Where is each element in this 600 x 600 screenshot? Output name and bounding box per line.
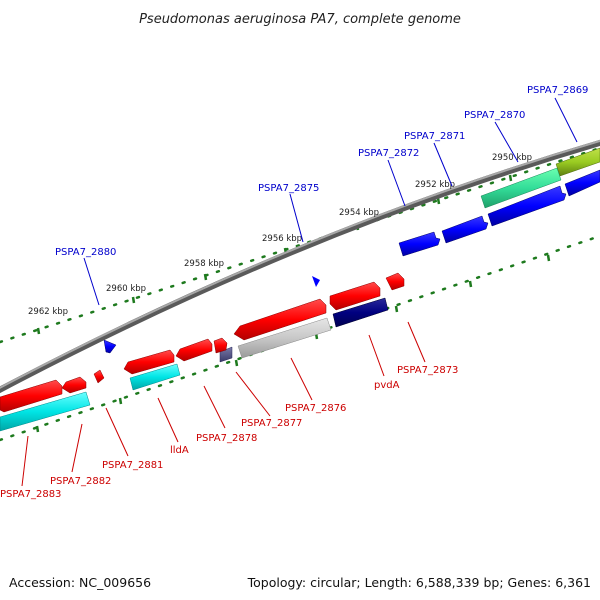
scale-labels: 2950 kbp 2952 kbp 2954 kbp 2956 kbp 2958… xyxy=(28,153,532,317)
scale-label-2956: 2956 kbp xyxy=(262,234,302,244)
gene-PSPA7_2875[interactable] xyxy=(312,276,320,287)
label-PSPA7_2882[interactable]: PSPA7_2882 xyxy=(50,476,111,487)
gene-PSPA7_2879[interactable] xyxy=(175,338,213,362)
genome-backbone-highlight xyxy=(0,139,600,389)
label-PSPA7_2878[interactable]: PSPA7_2878 xyxy=(196,433,257,444)
scale-label-2962: 2962 kbp xyxy=(28,307,68,317)
gene-PSPA7_2874[interactable] xyxy=(398,231,441,257)
label-PSPA7_2881[interactable]: PSPA7_2881 xyxy=(102,460,163,471)
label-PSPA7_2871[interactable]: PSPA7_2871 xyxy=(404,131,465,142)
gene-PSPA7_2883[interactable] xyxy=(0,391,91,432)
gene-PSPA7_2882-red[interactable] xyxy=(61,376,87,394)
gene-PSPA7_2872[interactable] xyxy=(441,215,489,244)
label-PSPA7_2877[interactable]: PSPA7_2877 xyxy=(241,418,302,429)
genome-summary-text: Topology: circular; Length: 6,588,339 bp… xyxy=(247,575,591,590)
scale-track-bottom xyxy=(0,234,600,442)
accession-text: Accession: NC_009656 xyxy=(9,575,151,590)
scale-label-2958: 2958 kbp xyxy=(184,259,224,269)
label-PSPA7_2875[interactable]: PSPA7_2875 xyxy=(258,183,319,194)
label-PSPA7_2873[interactable]: PSPA7_2873 xyxy=(397,365,458,376)
gene-PSPA7_2873[interactable] xyxy=(385,272,405,291)
gene-PSPA7_2876[interactable] xyxy=(237,317,332,359)
label-PSPA7_2880[interactable]: PSPA7_2880 xyxy=(55,247,116,258)
gene-PSPA7_2869[interactable] xyxy=(555,147,600,177)
label-PSPA7_2872[interactable]: PSPA7_2872 xyxy=(358,148,419,159)
gene-PSPA7_2871[interactable] xyxy=(487,185,567,227)
gene-pvdA-upstream[interactable] xyxy=(329,281,381,311)
label-PSPA7_2876[interactable]: PSPA7_2876 xyxy=(285,403,346,414)
top-strand-features xyxy=(103,147,600,354)
scale-label-2952: 2952 kbp xyxy=(415,180,455,190)
label-PSPA7_2883[interactable]: PSPA7_2883 xyxy=(0,489,61,500)
gene-PSPA7_2881[interactable] xyxy=(93,369,105,384)
scale-label-2950: 2950 kbp xyxy=(492,153,532,163)
bottom-gene-labels: PSPA7_2873 pvdA PSPA7_2876 PSPA7_2877 PS… xyxy=(0,365,458,500)
gene-PSPA7_2876-red[interactable] xyxy=(233,298,327,341)
gene-PSPA7_2883-red[interactable] xyxy=(0,379,63,413)
scale-track-major-ticks xyxy=(35,174,551,433)
bottom-label-leaders xyxy=(21,321,426,487)
gene-lldA[interactable] xyxy=(129,363,181,391)
map-title: Pseudomonas aeruginosa PA7, complete gen… xyxy=(139,12,461,27)
scale-label-2954: 2954 kbp xyxy=(339,208,379,218)
label-lldA[interactable]: lldA xyxy=(170,445,189,456)
gene-PSPA7_2878[interactable] xyxy=(213,337,228,354)
gene-PSPA7_2868[interactable] xyxy=(564,169,600,197)
gene-lldA-red[interactable] xyxy=(123,349,175,375)
scale-label-2960: 2960 kbp xyxy=(106,284,146,294)
label-pvdA[interactable]: pvdA xyxy=(374,380,400,391)
gene-PSPA7_2870[interactable] xyxy=(480,167,562,209)
label-PSPA7_2870[interactable]: PSPA7_2870 xyxy=(464,110,525,121)
top-label-leaders xyxy=(83,97,578,306)
genome-backbone xyxy=(0,139,600,394)
gene-PSPA7_2880[interactable] xyxy=(103,339,117,354)
gene-pvdA[interactable] xyxy=(332,297,389,328)
label-PSPA7_2869[interactable]: PSPA7_2869 xyxy=(527,85,588,96)
bottom-strand-features xyxy=(0,272,405,432)
top-gene-labels: PSPA7_2869 PSPA7_2870 PSPA7_2871 PSPA7_2… xyxy=(55,85,588,258)
